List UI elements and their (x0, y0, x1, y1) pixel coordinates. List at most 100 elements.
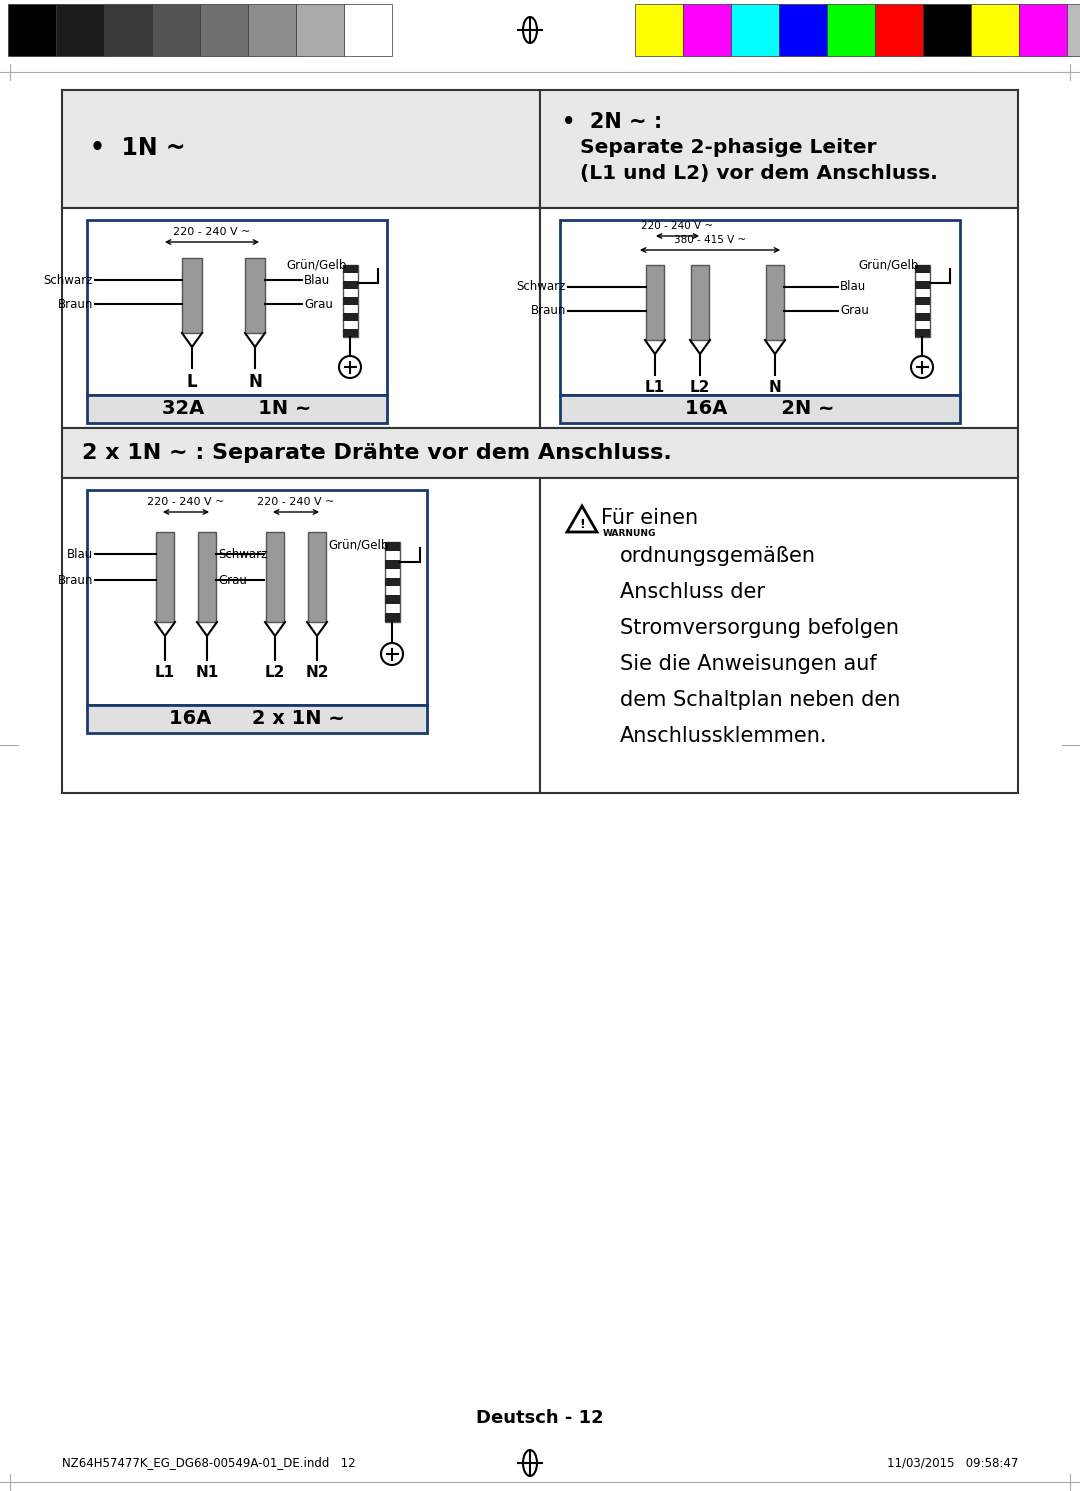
Bar (345, 4, 392, 57)
Bar (1020, 4, 1067, 57)
Bar (971, 4, 1020, 57)
Text: 220 - 240 V ~: 220 - 240 V ~ (257, 497, 335, 507)
Text: Braun: Braun (57, 574, 93, 586)
Bar (343, 265, 357, 273)
Text: 220 - 240 V ~: 220 - 240 V ~ (173, 227, 251, 237)
Bar (62, 428, 1018, 479)
Text: N: N (248, 373, 262, 391)
Text: Anschluss der: Anschluss der (620, 581, 765, 602)
Bar (635, 4, 683, 57)
Text: Schwarz: Schwarz (516, 280, 566, 294)
Text: NZ64H57477K_EG_DG68-00549A-01_DE.indd   12: NZ64H57477K_EG_DG68-00549A-01_DE.indd 12 (62, 1457, 355, 1470)
Bar (56, 4, 104, 57)
Bar (540, 89, 1018, 209)
Text: Braun: Braun (57, 298, 93, 310)
Bar (296, 4, 345, 57)
Text: Braun: Braun (530, 304, 566, 318)
Bar (198, 532, 216, 622)
Text: dem Schaltplan neben den: dem Schaltplan neben den (620, 690, 901, 710)
Bar (384, 543, 400, 622)
Bar (540, 209, 1018, 428)
Text: Blau: Blau (67, 547, 93, 561)
Bar (915, 265, 930, 273)
Bar (731, 4, 779, 57)
Bar (923, 4, 971, 57)
Text: N1: N1 (195, 665, 218, 680)
Bar (156, 532, 174, 622)
Text: 32A        1N ~: 32A 1N ~ (162, 400, 312, 419)
Bar (1067, 4, 1080, 57)
Bar (343, 313, 357, 321)
Bar (200, 4, 248, 57)
Text: •  1N ~: • 1N ~ (90, 136, 186, 160)
Bar (915, 265, 930, 337)
Text: L2: L2 (265, 665, 285, 680)
Bar (779, 4, 827, 57)
Text: 380 - 415 V ~: 380 - 415 V ~ (674, 236, 746, 245)
Text: •  2N ~ :: • 2N ~ : (562, 112, 662, 133)
Text: !: ! (579, 517, 585, 531)
Text: L1: L1 (154, 665, 175, 680)
Text: 11/03/2015   09:58:47: 11/03/2015 09:58:47 (887, 1457, 1018, 1470)
Text: 220 - 240 V ~: 220 - 240 V ~ (147, 497, 225, 507)
Text: 220 - 240 V ~: 220 - 240 V ~ (642, 221, 714, 231)
Text: Schwarz: Schwarz (218, 547, 268, 561)
Text: Grau: Grau (840, 304, 869, 318)
Bar (561, 395, 960, 423)
Bar (691, 265, 708, 340)
Text: Stromversorgung befolgen: Stromversorgung befolgen (620, 617, 899, 638)
Bar (266, 532, 284, 622)
Bar (308, 532, 326, 622)
Text: N: N (769, 380, 781, 395)
Text: Anschlussklemmen.: Anschlussklemmen. (620, 726, 827, 746)
Bar (343, 265, 357, 337)
Text: L1: L1 (645, 380, 665, 395)
Text: L2: L2 (690, 380, 711, 395)
Bar (62, 89, 540, 209)
Bar (827, 4, 875, 57)
Bar (540, 479, 1018, 793)
Text: 16A      2 x 1N ~: 16A 2 x 1N ~ (170, 710, 345, 729)
Text: Grün/Gelb: Grün/Gelb (859, 258, 919, 271)
Text: Blau: Blau (303, 273, 330, 286)
Bar (915, 280, 930, 289)
Bar (683, 4, 731, 57)
Text: Für einen: Für einen (600, 508, 698, 528)
Bar (104, 4, 152, 57)
Text: Deutsch - 12: Deutsch - 12 (476, 1409, 604, 1427)
Bar (8, 4, 56, 57)
Bar (343, 330, 357, 337)
Bar (87, 221, 387, 395)
Bar (62, 479, 540, 793)
Bar (875, 4, 923, 57)
Bar (766, 265, 784, 340)
Bar (152, 4, 200, 57)
Bar (384, 543, 400, 550)
Text: Grau: Grau (218, 574, 247, 586)
Text: Schwarz: Schwarz (43, 273, 93, 286)
Text: Separate 2-phasige Leiter: Separate 2-phasige Leiter (580, 139, 877, 157)
Bar (384, 595, 400, 604)
Bar (343, 297, 357, 306)
Bar (646, 265, 664, 340)
Bar (87, 491, 427, 705)
Bar (343, 280, 357, 289)
Bar (384, 559, 400, 568)
Text: Sie die Anweisungen auf: Sie die Anweisungen auf (620, 655, 877, 674)
Text: 16A        2N ~: 16A 2N ~ (685, 400, 835, 419)
Text: (L1 und L2) vor dem Anschluss.: (L1 und L2) vor dem Anschluss. (580, 164, 937, 183)
Bar (87, 395, 387, 423)
Bar (561, 221, 960, 395)
Text: ordnungsgemäßen: ordnungsgemäßen (620, 546, 816, 567)
Text: 2 x 1N ~ : Separate Drähte vor dem Anschluss.: 2 x 1N ~ : Separate Drähte vor dem Ansch… (82, 443, 672, 464)
Text: N2: N2 (306, 665, 328, 680)
Text: Grau: Grau (303, 298, 333, 310)
Bar (915, 297, 930, 306)
Bar (248, 4, 296, 57)
Text: Grün/Gelb: Grün/Gelb (328, 538, 389, 552)
Bar (87, 705, 427, 734)
Text: Grün/Gelb: Grün/Gelb (286, 258, 347, 271)
Bar (915, 313, 930, 321)
Bar (384, 613, 400, 622)
Text: L: L (187, 373, 198, 391)
